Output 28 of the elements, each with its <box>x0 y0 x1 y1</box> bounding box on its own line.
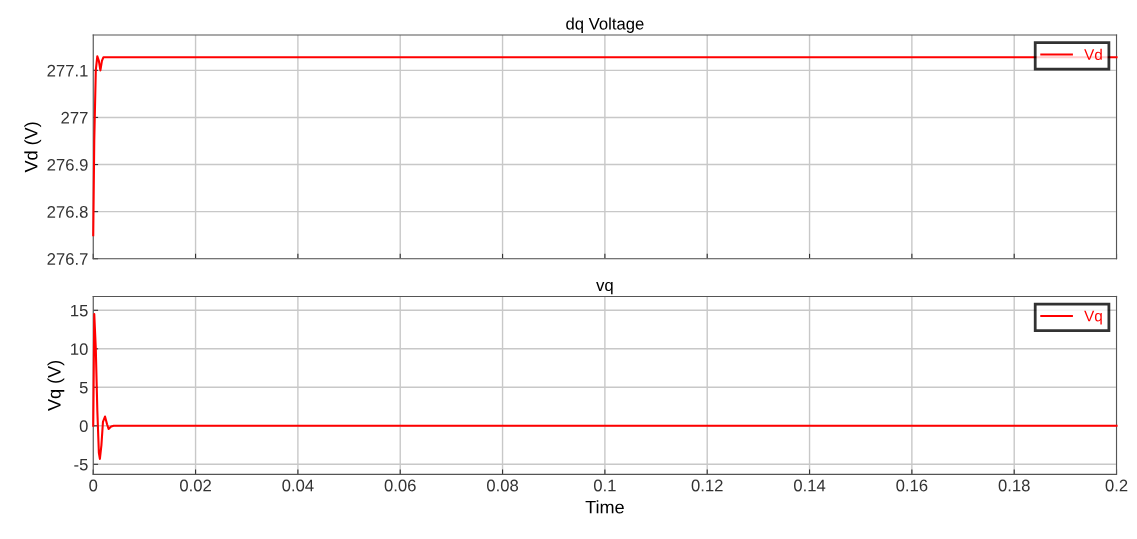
y-tick-label: 277.1 <box>47 64 88 77</box>
y-tick-label: 276.9 <box>47 158 88 171</box>
x-tick-label: 0.18 <box>998 479 1030 492</box>
chart-title: vq <box>596 281 613 295</box>
y-axis-title: Vd (V) <box>24 122 42 173</box>
legend-label: Vq <box>1084 310 1102 325</box>
x-tick-label: 0 <box>89 479 98 492</box>
legend-label: Vd <box>1084 48 1102 61</box>
y-tick-label: 5 <box>79 381 88 394</box>
x-tick-label: 0.04 <box>282 479 314 492</box>
x-tick-label: 0.2 <box>1105 479 1128 492</box>
y-tick-label: 15 <box>71 304 88 317</box>
x-tick-label: 0.1 <box>593 479 616 492</box>
y-tick-label: 10 <box>71 343 88 356</box>
y-tick-label: 0 <box>79 420 88 433</box>
y-axis-title: Vq (V) <box>47 360 65 411</box>
y-tick-label: 276.7 <box>47 253 88 265</box>
chart-title: dq Voltage <box>566 17 644 33</box>
x-tick-label: 0.02 <box>180 479 211 492</box>
x-tick-label: 0.12 <box>691 479 723 492</box>
y-tick-label: 277 <box>61 111 88 124</box>
x-tick-label: 0.08 <box>486 479 519 492</box>
x-tick-label: 0.14 <box>793 479 826 492</box>
y-tick-label: 276.8 <box>47 206 88 218</box>
x-tick-label: 0.06 <box>384 479 416 492</box>
y-tick-label: -5 <box>74 458 88 471</box>
x-axis-title: Time <box>585 500 624 514</box>
x-tick-label: 0.16 <box>896 479 928 492</box>
